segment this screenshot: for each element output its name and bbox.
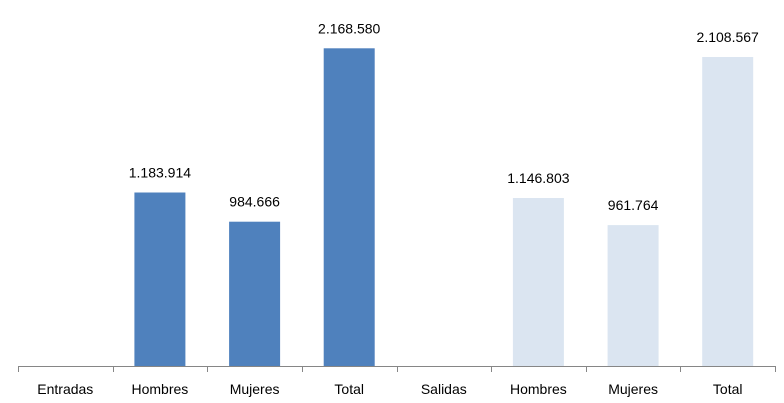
data-label-7: 961.764 [608, 197, 659, 213]
x-tick-label-7: Mujeres [608, 381, 658, 397]
data-labels: 1.183.914 984.666 2.168.580 1.146.803 961.76… [129, 20, 759, 213]
bar-3 [229, 221, 281, 366]
data-label-2: 1.183.914 [129, 165, 191, 181]
data-label-3: 984.666 [229, 194, 280, 210]
data-label-6: 1.146.803 [507, 170, 569, 186]
bar-4 [323, 48, 375, 367]
x-axis-ticks [18, 366, 776, 372]
x-tick-label-8: Total [713, 381, 743, 397]
x-tick-label-2: Hombres [132, 381, 189, 397]
data-label-8: 2.108.567 [697, 29, 759, 45]
x-tick-label-4: Total [334, 381, 364, 397]
x-tick-label-3: Mujeres [230, 381, 280, 397]
bar-7 [607, 225, 659, 366]
bar-6 [512, 198, 564, 366]
x-tick-label-6: Hombres [510, 381, 567, 397]
x-tick-label-5: Salidas [421, 381, 467, 397]
x-axis-tick-labels: Entradas Hombres Mujeres Total Salidas Hombre… [37, 381, 742, 397]
bar-8 [702, 57, 754, 366]
x-tick-label-1: Entradas [37, 381, 93, 397]
data-label-4: 2.168.580 [318, 20, 380, 36]
bar-2 [134, 192, 186, 366]
bars [134, 48, 754, 367]
